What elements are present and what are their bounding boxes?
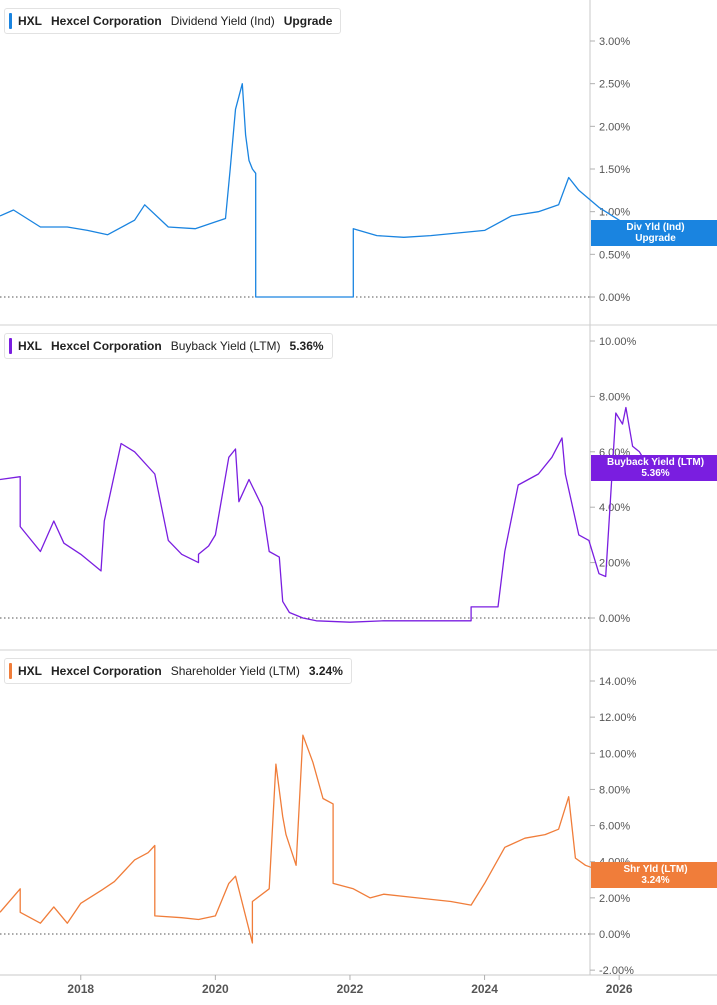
y-tick-label: 0.00% [599, 292, 630, 304]
last-value-badge [591, 455, 717, 481]
x-tick-label: 2024 [471, 982, 498, 996]
legend-value: 3.24% [308, 664, 343, 678]
series-line [0, 83, 650, 298]
legend-shareholder-yield: HXL Hexcel Corporation Shareholder Yield… [4, 658, 352, 684]
badge-label: Upgrade [635, 233, 676, 244]
legend-ticker: HXL [18, 14, 42, 28]
legend-ticker: HXL [18, 664, 42, 678]
badge-label: 5.36% [641, 468, 669, 479]
legend-value: Upgrade [283, 14, 333, 28]
legend-company: Hexcel Corporation [51, 664, 162, 678]
y-tick-label: 2.00% [599, 121, 630, 133]
y-tick-label: 3.00% [599, 36, 630, 48]
legend-metric: Dividend Yield (Ind) [170, 14, 275, 28]
legend-buyback-yield: HXL Hexcel Corporation Buyback Yield (LT… [4, 333, 333, 359]
last-value-badge [591, 220, 717, 246]
y-tick-label: -2.00% [599, 965, 634, 977]
series-line [0, 406, 650, 623]
y-tick-label: 0.00% [599, 613, 630, 625]
x-tick-label: 2026 [606, 982, 633, 996]
y-tick-label: 10.00% [599, 336, 637, 348]
legend-company: Hexcel Corporation [51, 339, 162, 353]
y-tick-label: 4.00% [599, 502, 630, 514]
series-color-swatch [9, 13, 12, 29]
badge-label: Buyback Yield (LTM) [607, 457, 704, 468]
legend-dividend-yield: HXL Hexcel Corporation Dividend Yield (I… [4, 8, 342, 34]
x-tick-label: 2018 [67, 982, 94, 996]
y-tick-label: 10.00% [599, 748, 637, 760]
badge-label: Shr Yld (LTM) [623, 864, 687, 875]
x-tick-label: 2020 [202, 982, 229, 996]
series-line [0, 734, 650, 944]
y-tick-label: 2.00% [599, 558, 630, 570]
y-tick-label: 2.50% [599, 79, 630, 91]
series-color-swatch [9, 663, 12, 679]
y-tick-label: 14.00% [599, 676, 637, 688]
legend-company: Hexcel Corporation [51, 14, 162, 28]
y-tick-label: 6.00% [599, 821, 630, 833]
y-tick-label: 8.00% [599, 784, 630, 796]
legend-value: 5.36% [289, 339, 324, 353]
y-tick-label: 0.00% [599, 929, 630, 941]
y-tick-label: 8.00% [599, 391, 630, 403]
x-tick-label: 2022 [337, 982, 364, 996]
y-tick-label: 1.00% [599, 207, 630, 219]
badge-label: Div Yld (Ind) [626, 222, 684, 233]
legend-ticker: HXL [18, 339, 42, 353]
y-tick-label: 0.50% [599, 249, 630, 261]
last-value-badge [591, 862, 717, 888]
badge-label: 3.24% [641, 875, 669, 886]
y-tick-label: 2.00% [599, 893, 630, 905]
series-color-swatch [9, 338, 12, 354]
y-tick-label: 1.50% [599, 164, 630, 176]
legend-metric: Shareholder Yield (LTM) [170, 664, 300, 678]
y-tick-label: 12.00% [599, 712, 637, 724]
legend-metric: Buyback Yield (LTM) [170, 339, 281, 353]
